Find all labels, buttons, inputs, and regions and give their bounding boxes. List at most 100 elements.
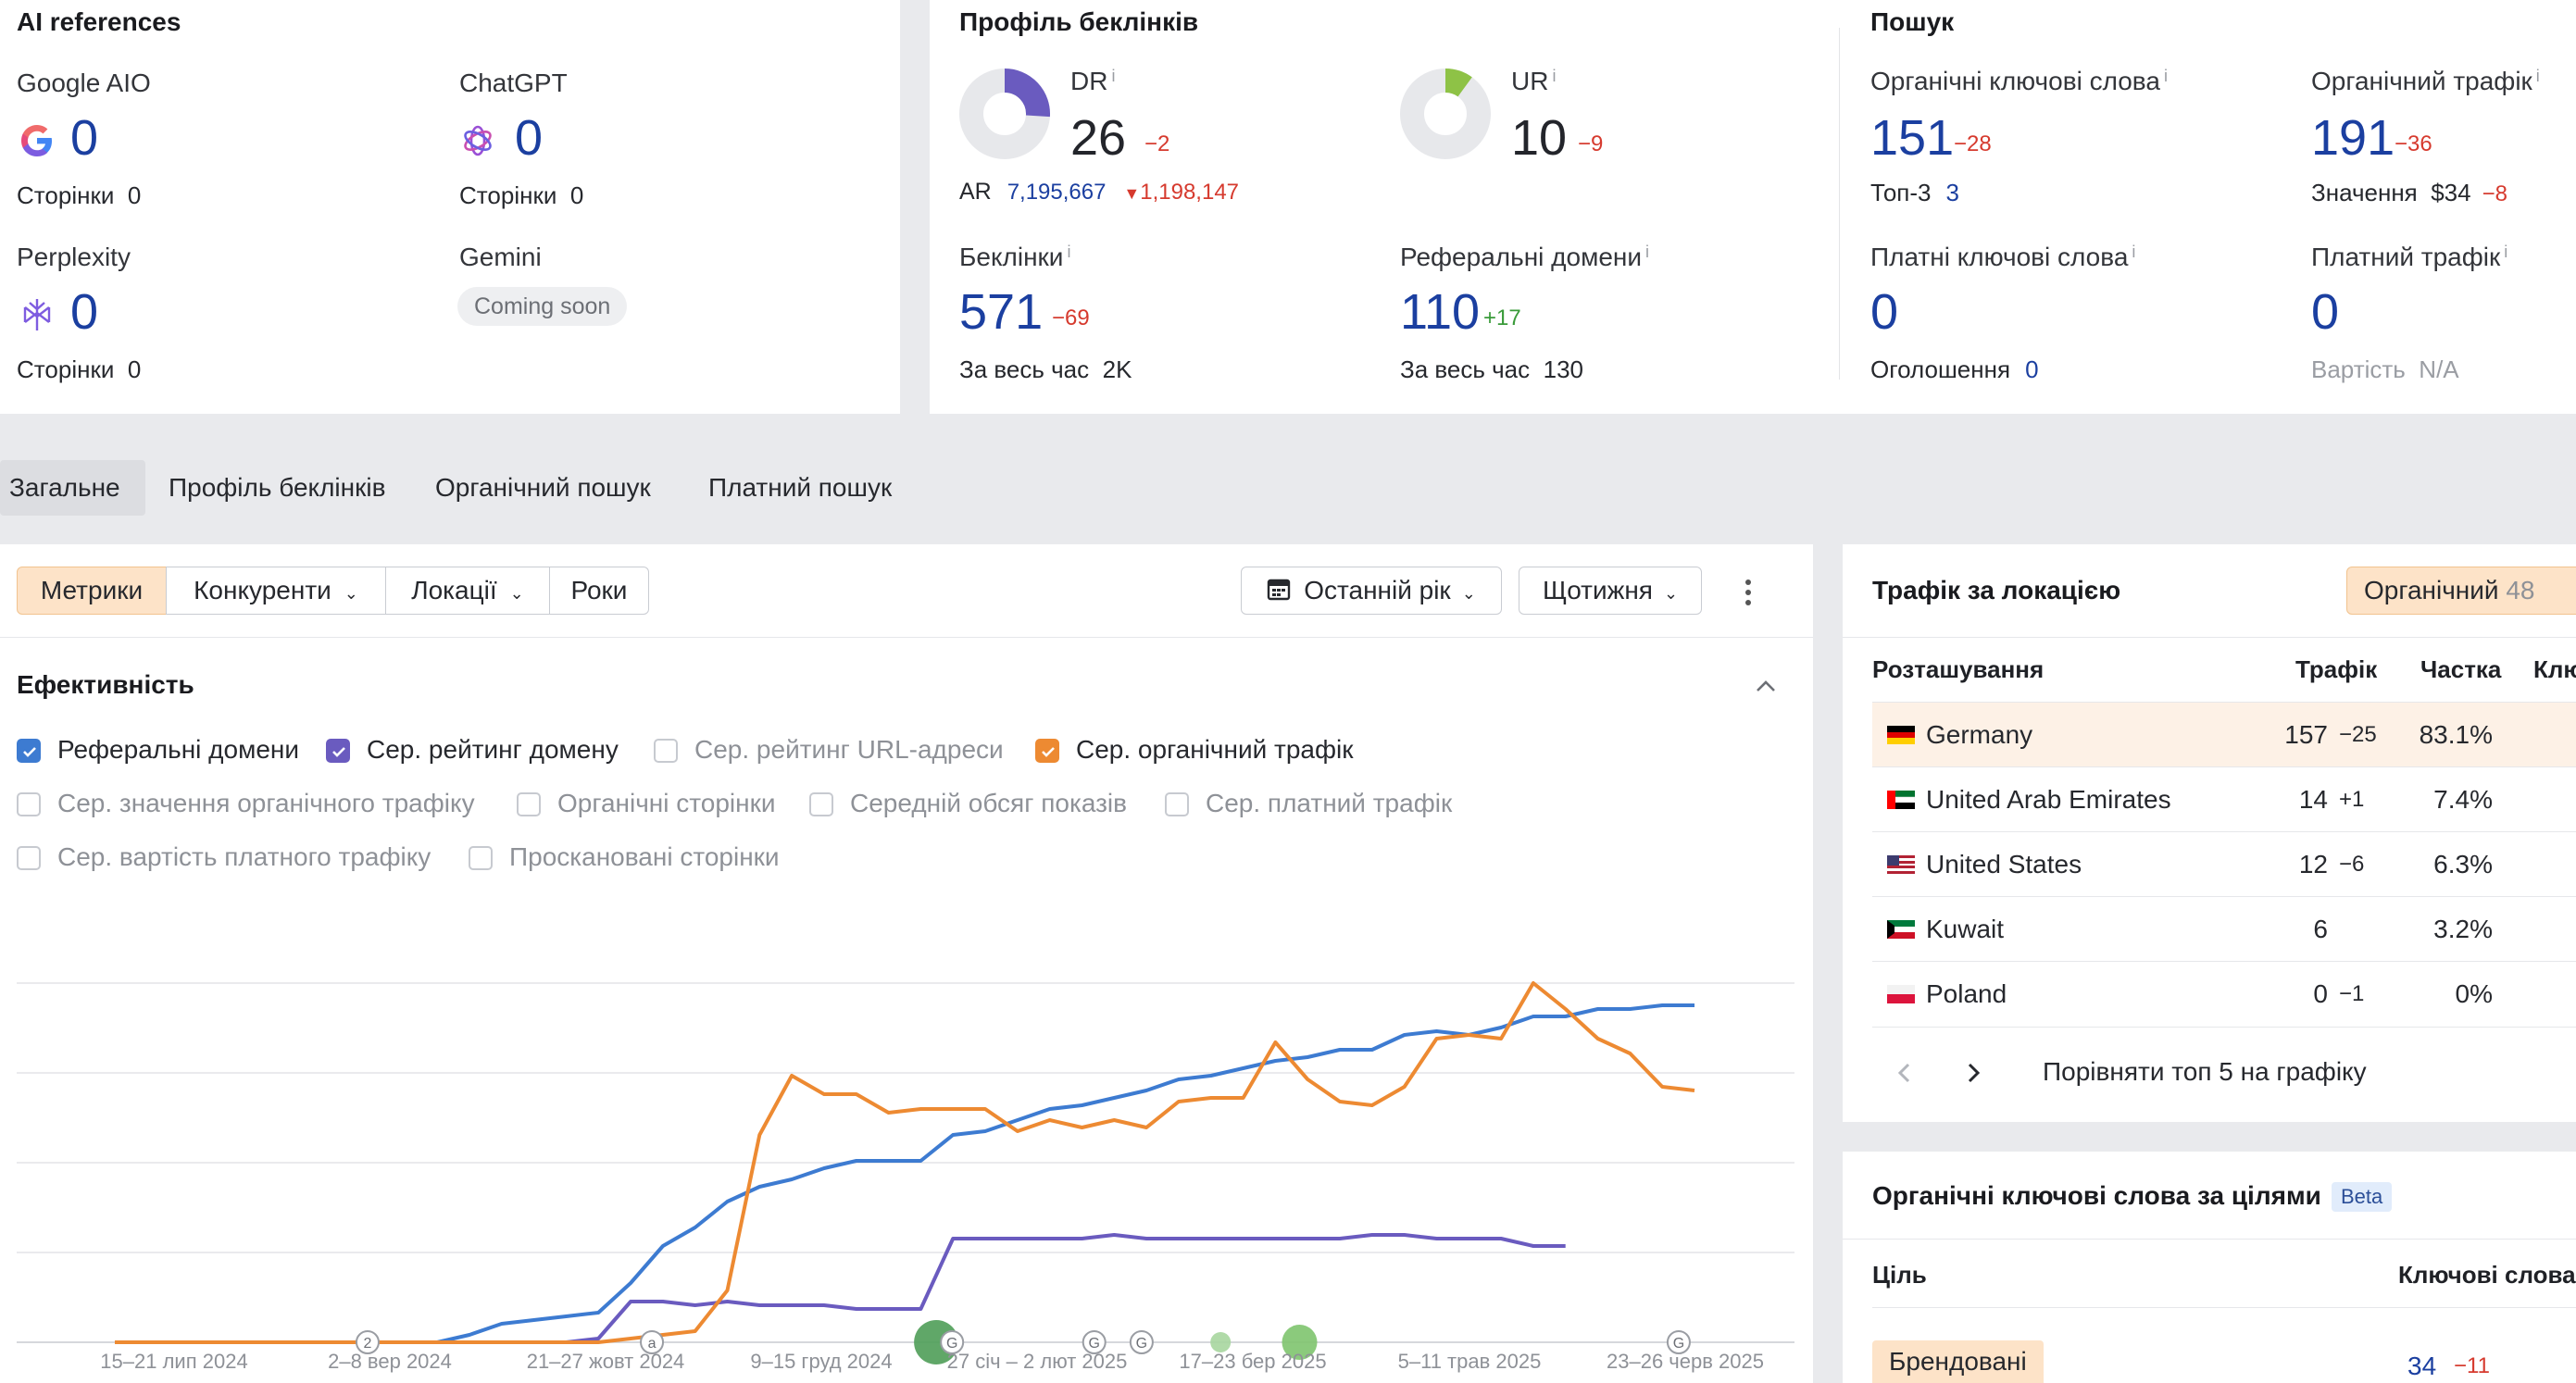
checkbox-url-rating[interactable] [654, 739, 678, 763]
annotation-marker[interactable]: G [1082, 1330, 1107, 1354]
checkbox-refdomains-label[interactable]: Реферальні домени [57, 735, 299, 764]
table-row[interactable]: Kuwait 6 3.2% [1872, 897, 2576, 962]
prev-page-icon[interactable] [1891, 1059, 1919, 1087]
tab-overview[interactable] [0, 460, 145, 516]
share-value: 83.1% [2419, 720, 2493, 749]
checkbox-impressions[interactable] [809, 792, 833, 816]
segment-metrics[interactable]: Метрики [17, 567, 167, 615]
branded-chip[interactable]: Брендовані [1872, 1340, 2044, 1383]
annotation-marker[interactable]: a [640, 1330, 665, 1354]
organic-toggle[interactable]: Органічний 48 [2346, 567, 2576, 615]
tab-organic-search[interactable]: Органічний пошук [435, 473, 651, 502]
checkbox-domain-rating[interactable] [326, 739, 350, 763]
col-share-header[interactable]: Частка [2420, 655, 2502, 683]
performance-card [0, 544, 1813, 1383]
compare-top5-link[interactable]: Порівняти топ 5 на графіку [2043, 1057, 2367, 1086]
table-row[interactable]: United Arab Emirates 14 +1 7.4% [1872, 767, 2576, 832]
country-name[interactable]: Poland [1926, 979, 2007, 1008]
divider [1872, 702, 2576, 703]
event-bubble[interactable] [914, 1320, 959, 1364]
divider [1839, 28, 1840, 380]
backlinks-value[interactable]: 571 [959, 284, 1044, 340]
checkbox-paid-traffic-label[interactable]: Сер. платний трафік [1206, 789, 1453, 817]
country-name[interactable]: Kuwait [1926, 915, 2005, 943]
x-tick-label: 5–11 трав 2025 [1397, 1350, 1542, 1373]
chatgpt-label: ChatGPT [459, 69, 568, 97]
ai-references-title: AI references [17, 7, 181, 36]
refdomains-value[interactable]: 110 [1400, 284, 1481, 340]
checkbox-paid-traffic[interactable] [1165, 792, 1189, 816]
col-goal-header[interactable]: Ціль [1872, 1261, 1927, 1289]
performance-title: Ефективність [17, 670, 194, 699]
paid-traffic-value[interactable]: 0 [2311, 284, 2340, 340]
organic-keywords-delta: −28 [1954, 131, 1992, 156]
checkbox-crawled-pages[interactable] [469, 846, 493, 870]
checkbox-impressions-label[interactable]: Середній обсяг показів [850, 789, 1128, 817]
checkbox-crawled-pages-label[interactable]: Проскановані сторінки [509, 842, 780, 871]
checkbox-organic-pages[interactable] [517, 792, 541, 816]
tab-overview-label[interactable]: Загальне [9, 473, 120, 502]
annotation-marker[interactable]: G [940, 1330, 965, 1354]
country-name[interactable]: United Arab Emirates [1926, 785, 2171, 814]
checkbox-refdomains[interactable] [17, 739, 41, 763]
country-name[interactable]: United States [1926, 850, 2082, 878]
col-keywords-header[interactable]: Клю [2533, 655, 2576, 683]
country-name[interactable]: Germany [1926, 720, 2033, 749]
annotation-marker[interactable]: G [1666, 1330, 1691, 1354]
segment-locations[interactable]: Локації ⌄ [385, 567, 550, 615]
dr-donut [959, 69, 1050, 159]
segment-years[interactable]: Роки [549, 567, 649, 615]
checkbox-organic-traffic[interactable] [1035, 739, 1059, 763]
series-line-domain_rating[interactable] [115, 1233, 1566, 1344]
traffic-value: 6 [2313, 915, 2328, 943]
traffic-delta: +1 [2339, 787, 2365, 812]
backlink-profile-title: Профіль беклінків [959, 7, 1199, 36]
period-dropdown[interactable]: Останній рік ⌄ [1241, 567, 1502, 615]
chatgpt-pages: Сторінки 0 [459, 181, 584, 209]
paid-keywords-value[interactable]: 0 [1870, 284, 1899, 340]
annotation-marker[interactable]: G [1129, 1330, 1154, 1354]
more-options-icon[interactable] [1737, 576, 1759, 609]
checkbox-organic-pages-label[interactable]: Органічні сторінки [557, 789, 776, 817]
table-row[interactable]: Germany 157 −25 83.1% [1872, 703, 2576, 767]
tab-backlink-profile[interactable]: Профіль беклінків [169, 473, 386, 502]
segment-competitors[interactable]: Конкуренти ⌄ [166, 567, 386, 615]
divider [0, 637, 1813, 638]
annotation-label: G [1088, 1336, 1099, 1352]
traffic-delta: −1 [2339, 981, 2365, 1006]
usa-flag-icon [1887, 855, 1915, 874]
checkbox-traffic-value-label[interactable]: Сер. значення органічного трафіку [57, 789, 475, 817]
checkbox-paid-cost-label[interactable]: Сер. вартість платного трафіку [57, 842, 431, 871]
col-intent-keywords-header[interactable]: Ключові слова [2398, 1261, 2576, 1289]
beta-badge: Beta [2332, 1182, 2393, 1212]
down-triangle-icon: ▼ [1123, 184, 1141, 203]
organic-traffic-value[interactable]: 191 [2311, 110, 2395, 166]
table-row[interactable]: Poland 0 −1 0% [1872, 962, 2576, 1027]
organic-keywords-value[interactable]: 151 [1870, 110, 1955, 166]
x-tick-label: 15–21 лип 2024 [100, 1350, 248, 1373]
refdomains-delta: +17 [1483, 305, 1521, 330]
granularity-dropdown[interactable]: Щотижня ⌄ [1519, 567, 1702, 615]
performance-chart[interactable]: 2 a G G G G [0, 926, 1813, 1383]
chevron-down-icon: ⌄ [344, 584, 358, 603]
tab-paid-search[interactable]: Платний пошук [708, 473, 893, 502]
event-bubble[interactable] [1282, 1325, 1318, 1360]
col-location-header[interactable]: Розташування [1872, 655, 2045, 683]
backlinks-alltime: За весь час 2K [959, 355, 1132, 383]
collapse-chevron-icon[interactable] [1752, 672, 1780, 700]
checkbox-paid-cost[interactable] [17, 846, 41, 870]
checkbox-traffic-value[interactable] [17, 792, 41, 816]
annotation-marker[interactable]: 2 [355, 1330, 380, 1354]
checkbox-organic-traffic-label[interactable]: Сер. органічний трафік [1076, 735, 1354, 764]
event-bubble[interactable] [1210, 1332, 1232, 1352]
dr-delta: −2 [1144, 131, 1170, 156]
col-traffic-header[interactable]: Трафік [2295, 655, 2378, 683]
series-line-refdomains[interactable] [115, 1003, 1694, 1344]
perplexity-pages: Сторінки 0 [17, 355, 142, 383]
branded-keywords-value[interactable]: 34 [2407, 1352, 2437, 1380]
backlinks-delta: −69 [1052, 305, 1090, 330]
next-page-icon[interactable] [1959, 1059, 1987, 1087]
checkbox-url-rating-label[interactable]: Сер. рейтинг URL-адреси [694, 735, 1004, 764]
checkbox-domain-rating-label[interactable]: Сер. рейтинг домену [367, 735, 619, 764]
table-row[interactable]: United States 12 −6 6.3% [1872, 832, 2576, 897]
